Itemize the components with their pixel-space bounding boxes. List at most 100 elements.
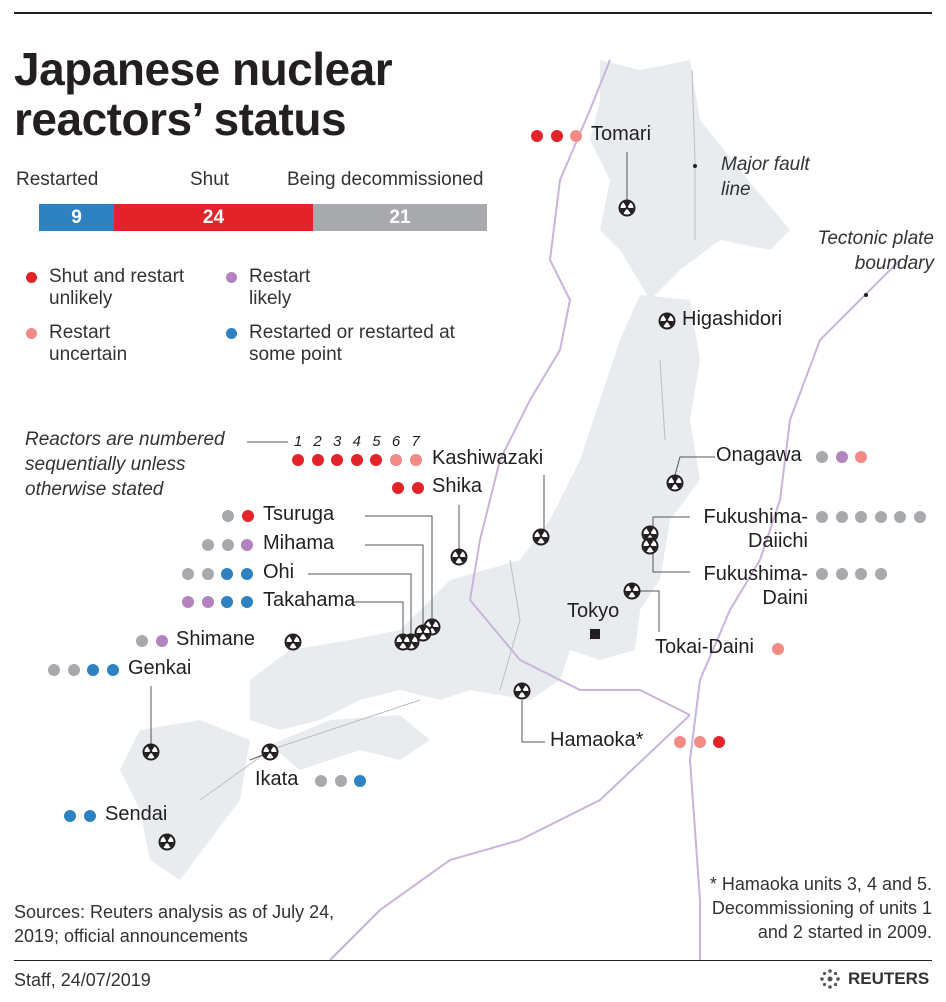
radiation-icon xyxy=(284,633,302,651)
plant-label-genkai: Genkai xyxy=(128,657,192,679)
bar-label-shut: Shut xyxy=(190,169,230,190)
radiation-icon xyxy=(394,633,412,651)
hokkaido xyxy=(590,60,790,300)
radiation-icon xyxy=(513,682,531,700)
reactor-dot-ohi-restarted xyxy=(221,568,234,580)
reactor-dot-tomari-shut xyxy=(531,130,543,142)
reactor-dot-mihama-likely xyxy=(241,539,254,551)
reactor-dot-ohi-restarted xyxy=(240,568,253,580)
reactor-dot-tokai-daini-uncertain xyxy=(772,643,784,655)
reactor-dot-hamaoka-shut xyxy=(713,736,726,748)
reactor-number: 7 xyxy=(411,433,420,450)
reactor-dot-fukushima-daiichi-decom xyxy=(874,511,887,523)
reactor-dot-fukushima-daini-decom xyxy=(816,568,828,580)
top-rule xyxy=(14,12,932,14)
reactor-dot-shimane-decom xyxy=(136,635,148,647)
radiation-icon xyxy=(450,548,468,566)
reactor-dot-tomari-shut xyxy=(550,130,563,142)
reactor-dot-kashiwazaki-uncertain xyxy=(390,454,402,466)
reactor-number: 4 xyxy=(352,433,361,450)
plant-label-tokai-daini: Tokai-Daini xyxy=(655,636,754,658)
reactor-dot-genkai-restarted xyxy=(87,664,100,676)
plant-label-ikata: Ikata xyxy=(255,768,299,790)
plant-label-onagawa: Onagawa xyxy=(716,444,802,466)
legend-shut: Shut and restart unlikely xyxy=(49,266,185,309)
reactor-number: 1 xyxy=(293,433,303,450)
legend-dot-likely xyxy=(226,272,237,283)
plant-label-kashiwazaki: Kashiwazaki xyxy=(432,447,544,469)
legend-dot-restarted xyxy=(226,328,237,339)
reactor-dot-fukushima-daiichi-decom xyxy=(855,511,868,523)
reuters-logo-icon xyxy=(820,969,840,989)
leader-lines xyxy=(150,152,715,761)
reactor-dot-mihama-decom xyxy=(221,539,234,551)
radiation-icon xyxy=(414,624,432,642)
reactor-dot-hamaoka-uncertain xyxy=(693,736,706,748)
plant-label-tomari: Tomari xyxy=(591,123,652,145)
reactor-dot-kashiwazaki-shut xyxy=(350,454,363,466)
plant-label-tsuruga: Tsuruga xyxy=(263,503,335,525)
legend-uncertain: Restart uncertain xyxy=(49,322,128,365)
reactor-dot-onagawa-decom xyxy=(816,451,828,463)
reactor-dot-takahama-likely xyxy=(182,596,194,608)
reactor-dot-kashiwazaki-uncertain xyxy=(409,454,422,466)
reactor-number: 6 xyxy=(391,433,401,450)
radiation-icon xyxy=(618,199,636,217)
reactor-dot-fukushima-daini-decom xyxy=(835,568,848,580)
reactor-dot-genkai-decom xyxy=(67,664,80,676)
reactor-dot-shimane-likely xyxy=(155,635,168,647)
reactor-number: 2 xyxy=(313,433,322,450)
plant-label-fukushima-daini: Fukushima-Daini xyxy=(703,563,808,609)
reactor-dot-shika-shut xyxy=(392,482,404,494)
reactor-dot-takahama-restarted xyxy=(240,596,253,608)
numbering-note: Reactors are numbered sequentially unles… xyxy=(25,429,225,500)
reactor-dot-takahama-likely xyxy=(201,596,214,608)
radiation-icon xyxy=(261,743,279,761)
tokyo-label: Tokyo xyxy=(567,600,620,622)
reactor-dot-genkai-decom xyxy=(48,664,60,676)
legend-restarted: Restarted or restarted at some point xyxy=(249,322,455,365)
bar-label-decommissioned: Being decommissioned xyxy=(287,169,484,190)
reactor-number: 5 xyxy=(372,433,381,450)
reactor-dot-hamaoka-uncertain xyxy=(674,736,686,748)
reactor-dot-kashiwazaki-shut xyxy=(311,454,324,466)
plant-label-fukushima-daiichi: Fukushima-Daiichi xyxy=(703,506,808,552)
reactor-dot-ohi-decom xyxy=(182,568,194,580)
bottom-rule xyxy=(14,960,932,961)
reuters-wordmark: REUTERS xyxy=(848,969,930,988)
plant-label-ohi: Ohi xyxy=(263,561,295,583)
plate-boundary-label: Tectonic plate boundary xyxy=(817,228,934,274)
honshu xyxy=(250,295,700,730)
legend-likely: Restart likely xyxy=(249,266,311,309)
radiation-icon xyxy=(641,537,659,555)
bar-shut: 24 xyxy=(114,204,313,231)
shikoku xyxy=(270,715,430,770)
reuters-logo: REUTERS xyxy=(818,967,929,991)
reactor-dot-sendai-restarted xyxy=(83,810,96,822)
reactor-dot-fukushima-daiichi-decom xyxy=(835,511,848,523)
tokyo-marker xyxy=(590,629,600,639)
radiation-icon xyxy=(666,474,684,492)
plant-label-sendai: Sendai xyxy=(105,803,168,825)
reactor-dot-ikata-decom xyxy=(315,775,327,787)
reactor-dot-fukushima-daiichi-decom xyxy=(914,511,926,523)
reactor-dot-fukushima-daini-decom xyxy=(874,568,887,580)
radiation-icon xyxy=(623,582,641,600)
reactor-dot-kashiwazaki-shut xyxy=(331,454,344,466)
bar-label-restarted: Restarted xyxy=(16,169,99,190)
reactor-dot-tsuruga-decom xyxy=(222,510,234,522)
radiation-icon xyxy=(158,833,176,851)
kyushu xyxy=(120,720,250,880)
reactor-dot-onagawa-likely xyxy=(835,451,848,463)
reactor-dot-kashiwazaki-shut xyxy=(370,454,383,466)
reactor-dot-ikata-restarted xyxy=(354,775,367,787)
plant-label-higashidori: Higashidori xyxy=(682,308,783,330)
reactor-dot-fukushima-daiichi-decom xyxy=(894,511,907,523)
reactor-dot-ikata-decom xyxy=(334,775,347,787)
fault-line-label: Major fault line xyxy=(721,154,810,200)
reactor-dot-mihama-decom xyxy=(202,539,214,551)
footnote: * Hamaoka units 3, 4 and 5. Decommission… xyxy=(709,874,932,942)
plant-label-shika: Shika xyxy=(432,475,483,497)
radiation-icon xyxy=(142,743,160,761)
